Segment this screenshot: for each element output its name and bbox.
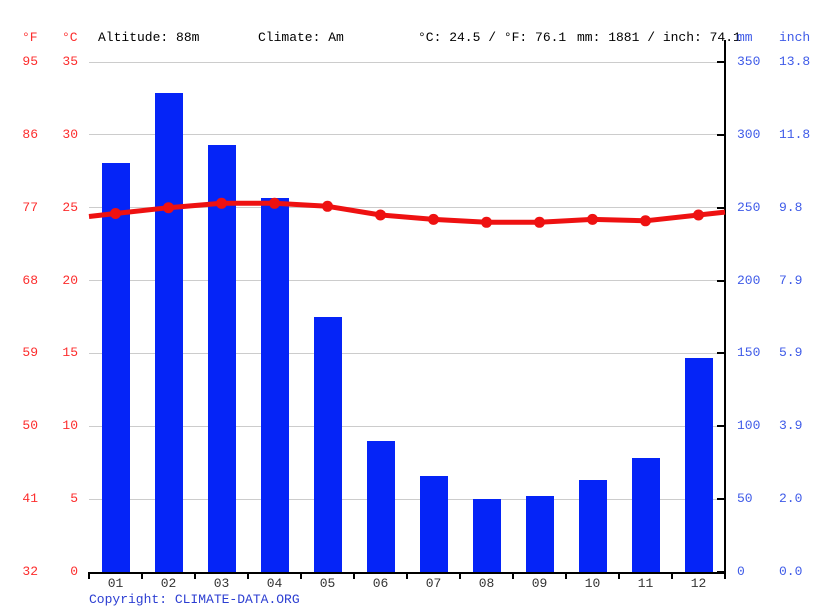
gridline-350mm	[89, 61, 725, 63]
axis-label-inch: 2.0	[779, 491, 803, 507]
precip-bar-05	[313, 317, 342, 572]
precip-bar-01	[101, 162, 130, 572]
precip-bar-11	[631, 458, 660, 572]
axis-label-celsius: 15	[62, 345, 78, 361]
axis-label-mm: 300	[737, 126, 761, 142]
right-axis-tick	[717, 279, 726, 282]
axis-label-inch: 0.0	[779, 564, 803, 579]
axis-label-inch: 9.8	[779, 199, 803, 215]
month-label-08: 08	[478, 576, 495, 591]
month-label-11: 11	[637, 576, 654, 591]
right-axis-tick	[717, 425, 726, 428]
gridline-150mm	[89, 352, 725, 354]
axis-label-celsius: 25	[62, 199, 78, 215]
axis-label-fahrenheit: 68	[22, 272, 38, 288]
month-label-09: 09	[531, 576, 548, 591]
header-altitude: Altitude: 88m	[98, 30, 200, 45]
axis-label-mm: 200	[737, 272, 761, 288]
month-label-12: 12	[690, 576, 707, 591]
precip-bar-08	[472, 499, 501, 572]
axis-label-inch: 13.8	[779, 54, 811, 69]
axis-label-inch: 11.8	[779, 126, 811, 142]
axis-label-celsius: 10	[62, 418, 78, 434]
precip-bar-06	[366, 440, 395, 572]
x-axis-tick	[247, 572, 249, 579]
precip-bar-07	[419, 475, 448, 572]
axis-label-celsius: 35	[62, 54, 78, 69]
month-label-02: 02	[160, 576, 177, 591]
x-axis-tick	[671, 572, 673, 579]
x-axis-tick	[353, 572, 355, 579]
axis-label-fahrenheit: 95	[22, 54, 38, 69]
axis-label-mm: 250	[737, 199, 761, 215]
month-label-04: 04	[266, 576, 283, 591]
precip-bar-10	[578, 480, 607, 572]
axis-label-celsius: 20	[62, 272, 78, 288]
month-label-01: 01	[107, 576, 124, 591]
x-axis-tick	[88, 572, 90, 579]
right-axis-tick	[717, 133, 726, 136]
gridline-300mm	[89, 134, 725, 136]
axis-label-inch: 3.9	[779, 418, 803, 434]
x-axis-tick	[724, 572, 726, 579]
precip-bar-02	[154, 92, 183, 572]
axis-label-fahrenheit: 59	[22, 345, 38, 361]
header-temp-summary: °C: 24.5 / °F: 76.1	[418, 30, 567, 45]
axis-label-fahrenheit: 41	[22, 491, 38, 507]
month-label-03: 03	[213, 576, 230, 591]
header-climate-type: Climate: Am	[258, 30, 344, 45]
axis-label-mm: 150	[737, 345, 761, 361]
copyright: Copyright: CLIMATE-DATA.ORG	[89, 592, 300, 607]
axis-label-celsius: 30	[62, 126, 78, 142]
axis-label-celsius: 0	[70, 564, 78, 579]
month-label-05: 05	[319, 576, 336, 591]
precip-bar-04	[260, 197, 289, 572]
precip-bar-12	[684, 357, 713, 572]
header-precip-summary: mm: 1881 / inch: 74.1	[577, 30, 741, 45]
x-axis-tick	[512, 572, 514, 579]
x-axis-tick	[406, 572, 408, 579]
axis-label-fahrenheit: 32	[22, 564, 38, 579]
x-axis-tick	[194, 572, 196, 579]
month-label-07: 07	[425, 576, 442, 591]
precip-bar-03	[207, 145, 236, 572]
right-axis-line	[724, 40, 726, 574]
copyright-label: Copyright:	[89, 592, 175, 607]
gridline-50mm	[89, 498, 725, 500]
axis-label-mm: 350	[737, 54, 761, 69]
axis-label-fahrenheit: 86	[22, 126, 38, 142]
gridline-200mm	[89, 280, 725, 282]
x-axis-tick	[300, 572, 302, 579]
axis-label-fahrenheit: 77	[22, 199, 38, 215]
axis-label-inch: 7.9	[779, 272, 803, 288]
header-fahrenheit-unit: °F	[22, 30, 38, 45]
axis-label-mm: 0	[737, 564, 745, 579]
precip-bar-09	[525, 496, 554, 572]
x-axis-tick	[141, 572, 143, 579]
climate-data-link[interactable]: CLIMATE-DATA.ORG	[174, 592, 300, 607]
axis-label-fahrenheit: 50	[22, 418, 38, 434]
x-axis-tick	[618, 572, 620, 579]
gridline-250mm	[89, 207, 725, 209]
axis-label-inch: 5.9	[779, 345, 803, 361]
header-celsius-unit: °C	[62, 30, 78, 45]
gridline-100mm	[89, 425, 725, 427]
right-axis-tick	[717, 498, 726, 501]
right-axis-tick	[717, 352, 726, 355]
right-axis-tick	[717, 61, 726, 63]
x-axis-tick	[459, 572, 461, 579]
axis-label-celsius: 5	[70, 491, 78, 507]
month-label-06: 06	[372, 576, 389, 591]
axis-label-mm: 100	[737, 418, 761, 434]
header-mm-unit: mm	[737, 30, 753, 45]
month-label-10: 10	[584, 576, 601, 591]
axis-label-mm: 50	[737, 491, 753, 507]
x-axis-tick	[565, 572, 567, 579]
header-inch-unit: inch	[779, 30, 811, 45]
